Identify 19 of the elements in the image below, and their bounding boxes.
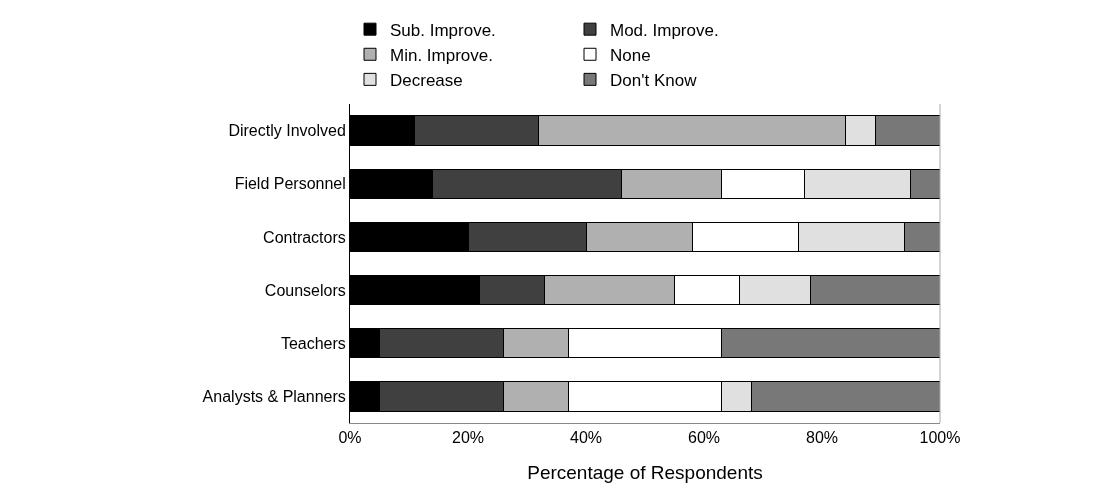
y-tick-label: Contractors bbox=[263, 228, 346, 246]
legend-label: None bbox=[610, 45, 651, 65]
legend-label: Sub. Improve. bbox=[390, 20, 496, 40]
y-tick-label: Teachers bbox=[280, 334, 346, 352]
y-tick-label: Directly Involved bbox=[228, 122, 346, 140]
x-tick-label: 80% bbox=[805, 429, 839, 447]
legend-label: Don't Know bbox=[610, 71, 698, 90]
x-tick-label: 60% bbox=[687, 429, 721, 447]
y-tick-label: Analysts & Planners bbox=[202, 388, 346, 406]
legend-label: Min. Improve. bbox=[390, 45, 493, 65]
x-tick-label: 40% bbox=[569, 429, 603, 447]
x-tick-label: 20% bbox=[451, 429, 485, 447]
y-tick-label: Field Personnel bbox=[234, 175, 346, 193]
x-axis-title: Percentage of Respondents bbox=[527, 462, 763, 483]
x-tick-label: 0% bbox=[338, 429, 362, 447]
x-tick-label: 100% bbox=[919, 429, 961, 447]
y-tick-label: Counselors bbox=[264, 281, 346, 299]
legend-label: Mod. Improve. bbox=[610, 20, 719, 40]
legend-label: Decrease bbox=[390, 71, 463, 90]
